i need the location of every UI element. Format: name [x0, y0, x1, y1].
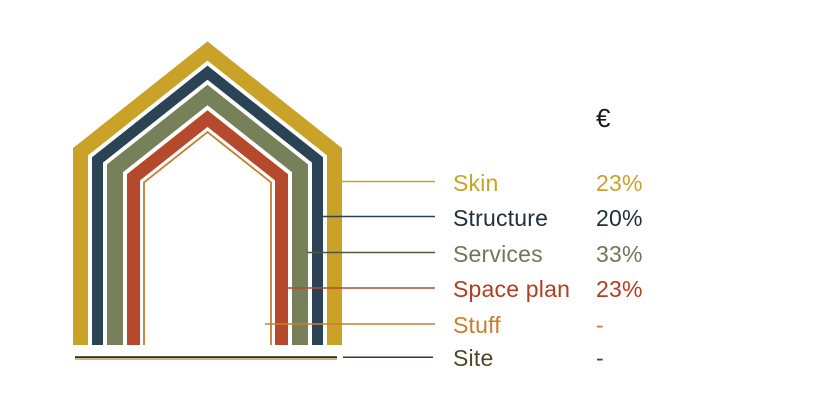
currency-column-header: € [596, 103, 611, 133]
house-layer-services [107, 84, 308, 345]
house-layer-stuff [143, 130, 272, 345]
house-layer-space-plan [127, 110, 288, 345]
house-layer-structure [92, 65, 323, 345]
